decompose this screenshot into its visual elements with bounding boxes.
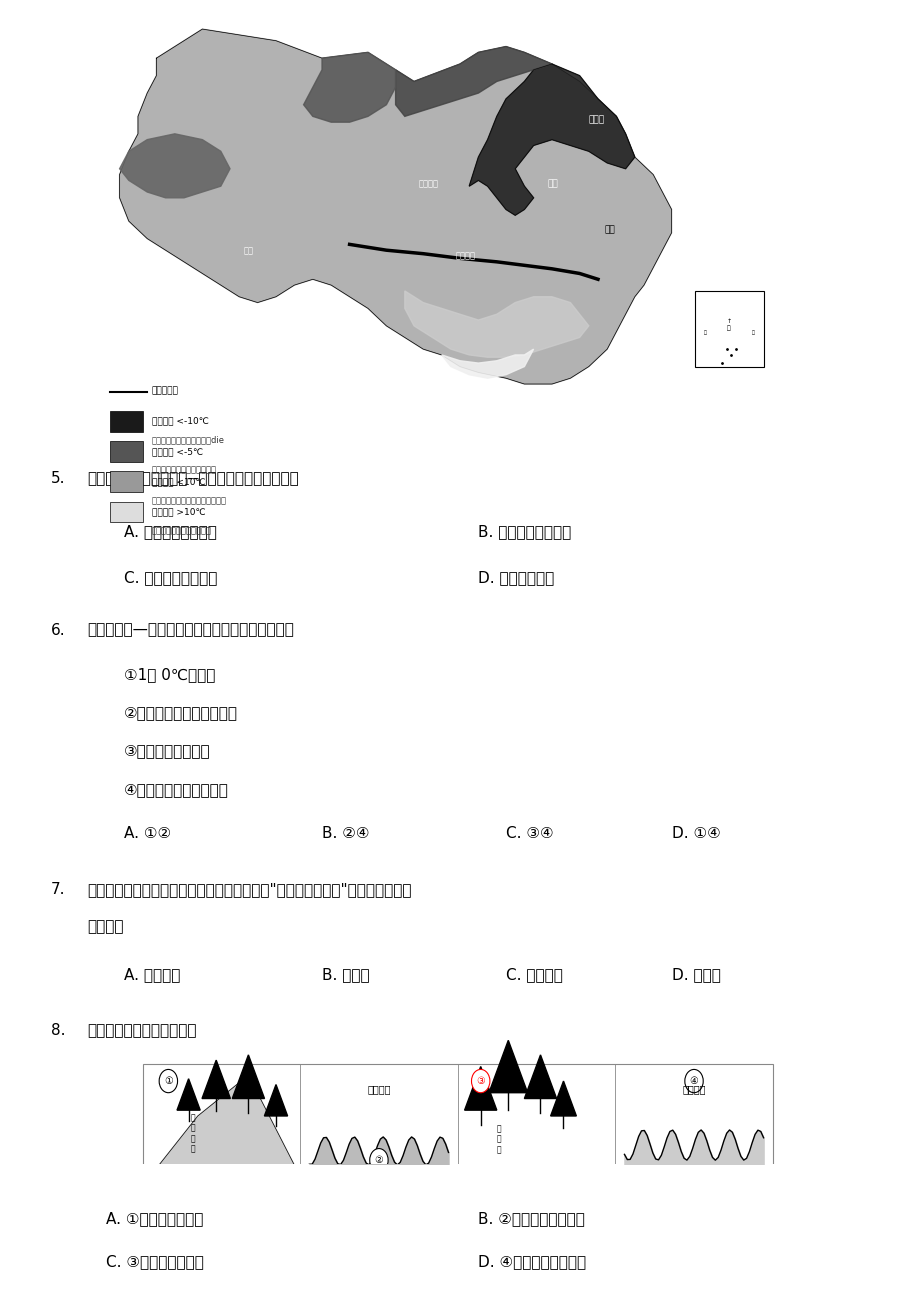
Text: ③人口分布地理界线: ③人口分布地理界线 (124, 743, 210, 759)
Text: 第 2 页，共 22 页: 第 2 页，共 22 页 (416, 1135, 503, 1150)
Text: 四川盆地: 四川盆地 (455, 251, 475, 260)
Text: D. 多大风: D. 多大风 (671, 967, 720, 982)
Text: ②: ② (374, 1155, 383, 1165)
Polygon shape (441, 349, 533, 378)
Text: A. ①地区是四川盆地: A. ①地区是四川盆地 (106, 1211, 203, 1226)
Text: C. ③地区是东北平原: C. ③地区是东北平原 (106, 1254, 203, 1269)
Text: C. 四周环山: C. 四周环山 (505, 967, 562, 982)
Text: C. 出现大范围的雾霾: C. 出现大范围的雾霾 (124, 570, 217, 585)
Text: ①1月 0℃等温线: ①1月 0℃等温线 (124, 667, 215, 682)
Bar (110, 471, 142, 492)
Text: 5.: 5. (51, 471, 65, 486)
Polygon shape (395, 47, 551, 116)
Text: 北京: 北京 (547, 180, 558, 189)
Text: 西: 西 (703, 329, 706, 335)
Text: 天山山脉: 天山山脉 (682, 1085, 705, 1095)
Polygon shape (489, 1040, 528, 1092)
Circle shape (159, 1069, 177, 1092)
Text: 8.: 8. (51, 1023, 65, 1038)
Text: A. 刮起强劲的西北风: A. 刮起强劲的西北风 (124, 523, 217, 539)
Polygon shape (550, 1081, 575, 1116)
Text: 呼和浩特: 呼和浩特 (418, 180, 438, 189)
Text: 东
北
平
原: 东 北 平 原 (190, 1113, 196, 1154)
Text: 7.: 7. (51, 881, 65, 897)
Polygon shape (202, 1060, 230, 1099)
Text: 上海: 上海 (604, 225, 615, 234)
Polygon shape (524, 1055, 556, 1099)
Polygon shape (264, 1085, 288, 1116)
Bar (694, 290, 763, 367)
Text: 学而不思则罔，不穿秋裤则die: 学而不思则罔，不穿秋裤则die (152, 435, 224, 444)
Polygon shape (119, 29, 671, 384)
Text: D. ①④: D. ①④ (671, 827, 720, 841)
Text: ↑
北: ↑ 北 (726, 319, 731, 331)
Text: 英雄不问出处，全都要穿秋裤: 英雄不问出处，全都要穿秋裤 (152, 466, 217, 475)
Text: 东: 东 (751, 329, 754, 335)
Circle shape (684, 1069, 702, 1092)
Polygon shape (404, 290, 588, 357)
Text: A. ①②: A. ①② (124, 827, 171, 841)
Text: 下列说法正确的是（　　）: 下列说法正确的是（ ） (87, 1023, 197, 1038)
Text: 秋裤分割线: 秋裤分割线 (152, 387, 178, 396)
Text: 寒潮将至惊坐起，我的秋裤在哪里: 寒潮将至惊坐起，我的秋裤在哪里 (152, 496, 227, 505)
Text: 拉萨: 拉萨 (244, 246, 254, 255)
Text: B. 海拔低: B. 海拔低 (322, 967, 369, 982)
Polygon shape (233, 1055, 265, 1099)
Bar (110, 29, 735, 384)
Text: ②地势第二、三阶梯分界线: ②地势第二、三阶梯分界线 (124, 706, 238, 720)
Text: A. 深居内陆: A. 深居内陆 (124, 967, 180, 982)
Text: B. ②④: B. ②④ (322, 827, 369, 841)
Text: 最低气温 <-5℃: 最低气温 <-5℃ (152, 447, 203, 456)
Bar (142, 1064, 772, 1186)
Text: 最低气温 <-10℃: 最低气温 <-10℃ (152, 417, 209, 426)
Polygon shape (469, 64, 634, 215)
Text: B. 吹来湿润的东南风: B. 吹来湿润的东南风 (478, 523, 571, 539)
Text: 最低气温 >10℃: 最低气温 >10℃ (152, 508, 205, 517)
Bar (110, 501, 142, 522)
Text: ①: ① (164, 1075, 173, 1086)
Text: 与图中秦岭—淮河吻合的地理分界线是（　　　）: 与图中秦岭—淮河吻合的地理分界线是（ ） (87, 622, 294, 638)
Polygon shape (464, 1066, 496, 1111)
Text: 挥一挥手，不带走一条秋裤: 挥一挥手，不带走一条秋裤 (152, 526, 211, 535)
Text: （　　）: （ ） (87, 919, 124, 935)
Circle shape (471, 1069, 489, 1092)
Text: 最低气温 <10℃: 最低气温 <10℃ (152, 478, 205, 486)
Text: C. ③④: C. ③④ (505, 827, 553, 841)
Bar (110, 411, 142, 432)
Polygon shape (176, 1079, 200, 1111)
Circle shape (369, 1148, 388, 1172)
Polygon shape (152, 1075, 299, 1174)
Bar (110, 441, 142, 462)
Text: 寒潮来袭期间，我国秦岭--淮河以北地区（　　　）: 寒潮来袭期间，我国秦岭--淮河以北地区（ ） (87, 471, 299, 486)
Polygon shape (303, 52, 395, 122)
Text: 和同纬度的长江中下游平原相比，四川盆地却"不带走一条秋裤"，主要是因为其: 和同纬度的长江中下游平原相比，四川盆地却"不带走一条秋裤"，主要是因为其 (87, 881, 412, 897)
Text: ④暖温带和亚热带分界线: ④暖温带和亚热带分界线 (124, 783, 229, 797)
Text: 秦
山
脉: 秦 山 脉 (496, 1125, 501, 1154)
Text: ④: ④ (689, 1075, 698, 1086)
Polygon shape (119, 134, 230, 198)
Text: 哈尔滨: 哈尔滨 (588, 115, 605, 124)
Text: ③: ③ (476, 1075, 484, 1086)
Text: 6.: 6. (51, 622, 65, 638)
Text: D. ④地区是准噶尔盆地: D. ④地区是准噶尔盆地 (478, 1254, 586, 1269)
Text: 黄土高原: 黄土高原 (367, 1085, 391, 1095)
Text: B. ②地区是内蒙古高原: B. ②地区是内蒙古高原 (478, 1211, 584, 1226)
Text: D. 农田开始播种: D. 农田开始播种 (478, 570, 554, 585)
